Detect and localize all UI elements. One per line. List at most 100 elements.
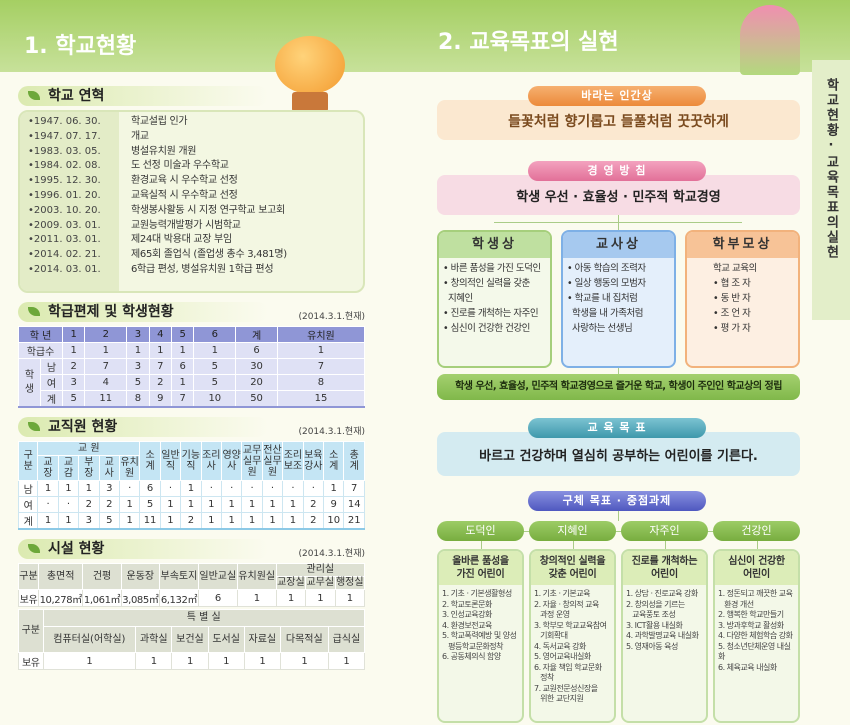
card-item: 사랑하는 선생님	[567, 323, 633, 334]
header-cell: 급식실	[327, 626, 366, 653]
cell: 1	[159, 496, 182, 513]
cell: ·	[282, 480, 304, 497]
goal-heading: 진로를 개척하는 어린이	[623, 551, 706, 585]
group-header: 특 별 실	[42, 609, 366, 627]
leaf-icon	[28, 422, 40, 431]
balloon-basket	[292, 92, 328, 112]
cell: 1	[180, 480, 202, 497]
header-cell: 조리보조	[282, 441, 304, 481]
left-page-title: 1. 학교현황	[24, 34, 137, 59]
cell: 9	[148, 390, 173, 408]
cell: 2	[180, 512, 202, 530]
goal-task: 7. 교원전문성신장을	[534, 683, 598, 693]
goal-heading: 올바른 품성을 가진 어린이	[439, 551, 522, 585]
cell: 1	[126, 342, 150, 359]
header-cell: 영양사	[220, 441, 243, 481]
cell: 2	[61, 358, 86, 375]
cell: 1	[37, 480, 59, 497]
goal-task-list: 1. 기초 · 기본교육 2. 자율 · 창의적 교육 과정 운영 3. 학부모 학…	[531, 585, 614, 709]
header-row: 구분 특 별 실	[18, 609, 366, 653]
balloon-illustration	[275, 36, 345, 94]
header-cell: 조리사	[200, 441, 222, 481]
connector-line	[573, 541, 574, 549]
row-label: 남	[17, 480, 39, 497]
right-page-title: 2. 교육목표의 실현	[438, 30, 619, 55]
cell: 5	[193, 358, 237, 375]
cell: 1	[135, 652, 173, 670]
goal-task-list: 1. 정돈되고 깨끗한 교육 환경 개선 2. 행복한 학교만들기 3. 방과후학교…	[715, 585, 798, 677]
cell: 1	[193, 342, 237, 359]
corner-cell: 구분	[18, 563, 39, 590]
goal-task: 3. 인성교육강화	[442, 610, 492, 619]
card-item: • 창의적인 실력을 갖춘	[443, 278, 530, 289]
cell: 4	[84, 374, 128, 391]
cell: 1	[275, 589, 307, 607]
history-date: •1983. 03. 05.	[28, 145, 101, 157]
vision-box: 들꽃처럼 향기롭고 들풀처럼 꿋꿋하게	[437, 100, 800, 140]
cell: 1	[171, 374, 195, 391]
header-row: 컴퓨터실(어학실) 과학실 보건실 도서실 자료실 다목적실 급식실	[19, 626, 366, 653]
edu-goal-label: 교 육 목 표	[528, 418, 706, 438]
connector-line	[665, 541, 666, 549]
goal-task: 1. 상담 · 진로교육 강화	[626, 589, 698, 598]
cell: 1	[220, 496, 243, 513]
cell: 1	[200, 496, 222, 513]
history-rows: •1947. 06. 30. 학교설립 인가 •1947. 07. 17. 개교 •19…	[20, 112, 363, 278]
goal-task: 4. 독서교육 강화	[534, 641, 586, 651]
cell: 8	[276, 374, 366, 391]
date-column-bg	[20, 112, 119, 291]
header-cell: 다목적실	[279, 626, 329, 653]
history-date: •1996. 01. 20.	[28, 189, 101, 201]
history-item: •1995. 12. 30. 환경교육 시 우수학교 선정	[20, 174, 363, 189]
table-row: 보유 10,278㎡ 1,061㎡ 3,085㎡ 6,132㎡ 6 1 1 1 1	[18, 589, 365, 607]
cell: 21	[343, 512, 365, 530]
header-cell: 보육강사	[302, 441, 325, 481]
table-row: 계 5 11 8 9 7 10 50 15	[19, 390, 366, 408]
goal-task: 6. 체육교육 내실화	[718, 662, 777, 672]
header-cell: 소 계	[323, 441, 345, 481]
history-text: 교육실적 시 우수학교 선정	[131, 189, 238, 201]
connector-line	[757, 541, 758, 549]
facilities-title-row: 시설 현황 (2014.3.1.현재)	[18, 539, 365, 559]
card-item: • 심신이 건강한 건강인	[443, 323, 530, 334]
cell: 1	[171, 652, 209, 670]
cell: 6	[139, 480, 161, 497]
header-cell: 과학실	[135, 626, 173, 653]
cell: 1	[61, 342, 86, 359]
goal-task: 1. 정돈되고 깨끗한 교육	[718, 589, 793, 598]
cell: 6	[197, 589, 238, 607]
date-note: (2014.3.1.현재)	[298, 549, 365, 559]
row-label: 보유	[18, 652, 44, 670]
cell: 1	[243, 652, 281, 670]
cell: 11	[139, 512, 161, 530]
goal-task: 3. 방과후학교 활성화	[718, 620, 784, 630]
cell: 1	[327, 652, 366, 670]
goal-task: 1. 기초 · 기본생활형성	[442, 589, 512, 598]
goal-task: 6. 공동체의식 함양	[442, 652, 501, 661]
goal-heading-line: 어린이	[743, 569, 770, 580]
history-item: •2003. 10. 20. 학생봉사활동 시 지정 연구학교 보고회	[20, 204, 363, 219]
history-list: •1947. 06. 30. 학교설립 인가 •1947. 07. 17. 개교 •19…	[18, 110, 365, 293]
cell: 15	[276, 390, 366, 408]
card-item: • 조 언 자	[713, 308, 751, 319]
goal-task: 5. 학교폭력예방 및 양성	[442, 631, 517, 640]
row-label: 계	[17, 512, 39, 530]
cell: 7	[276, 358, 366, 375]
cell: 6	[171, 358, 195, 375]
history-text: 도 선정 미술과 우수학교	[131, 160, 229, 172]
header-cell: 1	[61, 326, 86, 343]
goal-heading-line: 심신이 건강한	[728, 556, 785, 567]
history-item: •2009. 03. 01. 교원능력개발평가 시범학교	[20, 219, 363, 234]
header-row: 학 년 1 2 3 4 5 6 계 유치원	[18, 326, 366, 343]
side-tab[interactable]: 학교현황·교육목표의실현	[812, 60, 850, 320]
card-item-list: • 바른 품성을 가진 도덕인 • 창의적인 실력을 갖춘 지혜인 • 진로를 개척…	[439, 258, 550, 341]
cell: 2	[302, 496, 325, 513]
goal-task: 4. 환경보전교육	[442, 620, 492, 630]
card-item: • 협 조 자	[713, 278, 751, 289]
student-label: 학 생	[18, 358, 41, 408]
goal-heading: 창의적인 실력을 갖춘 어린이	[531, 551, 614, 585]
cell: 1	[57, 480, 80, 497]
header-cell: 교 감	[57, 455, 80, 481]
header-cell: 기능직	[180, 441, 202, 481]
